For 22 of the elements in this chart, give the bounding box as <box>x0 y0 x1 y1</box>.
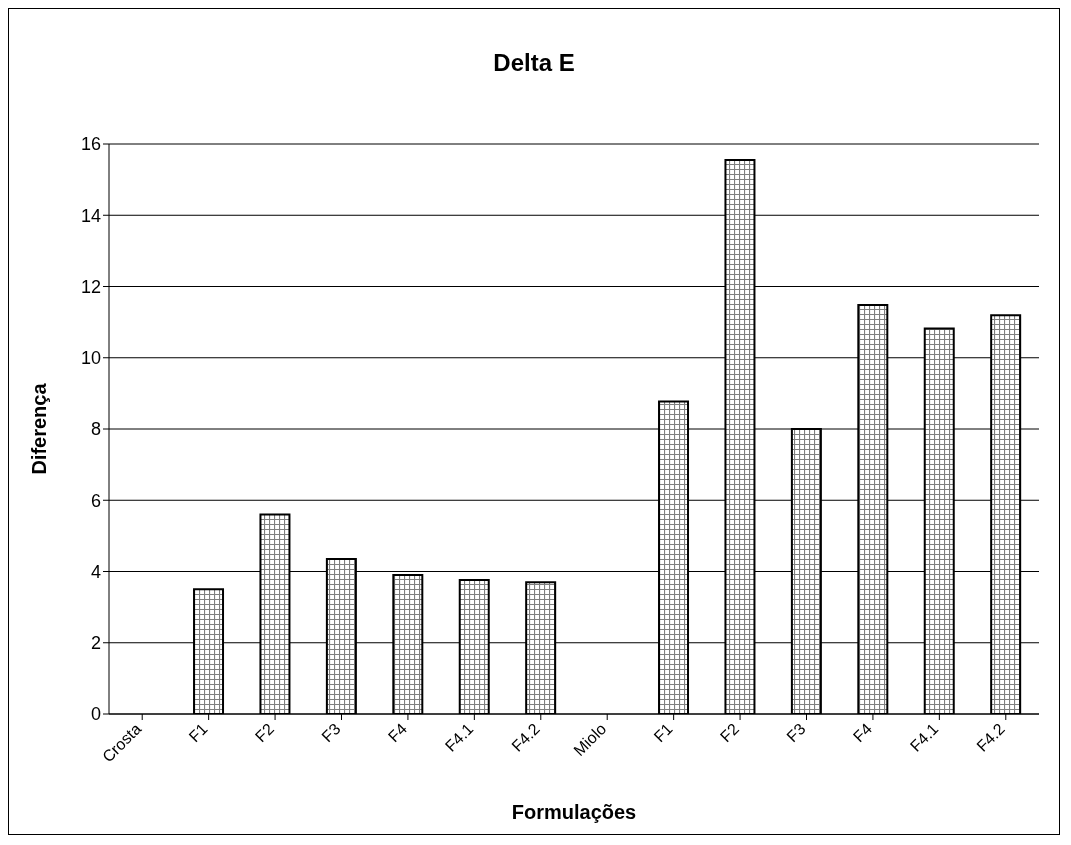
x-tick-label: F3 <box>318 720 344 746</box>
y-tick-label: 10 <box>80 348 101 369</box>
y-tick-label: 14 <box>80 205 101 226</box>
y-tick-label: 0 <box>90 704 101 725</box>
y-tick-label: 4 <box>90 561 101 582</box>
x-axis-title: Formulações <box>511 801 637 823</box>
x-tick-label: F4 <box>384 720 411 746</box>
x-tick-label: F2 <box>251 720 278 746</box>
y-tick-label: 2 <box>90 633 101 654</box>
x-tick-label: F1 <box>650 720 676 746</box>
y-tick-label: 12 <box>80 276 101 297</box>
y-axis-title: Diferença <box>28 382 51 475</box>
x-tick-label: F2 <box>716 720 743 746</box>
x-tick-label: F4 <box>849 720 876 746</box>
x-tick-label: F4.1 <box>906 720 942 755</box>
chart-title: Delta E <box>492 49 576 77</box>
y-tick-label: 6 <box>90 490 101 511</box>
x-tick-label: F3 <box>783 720 809 746</box>
y-tick-label: 16 <box>80 134 101 155</box>
y-tick-label: 8 <box>90 419 101 440</box>
x-tick-label: F4.1 <box>441 720 477 755</box>
x-tick-label: F1 <box>185 720 211 746</box>
